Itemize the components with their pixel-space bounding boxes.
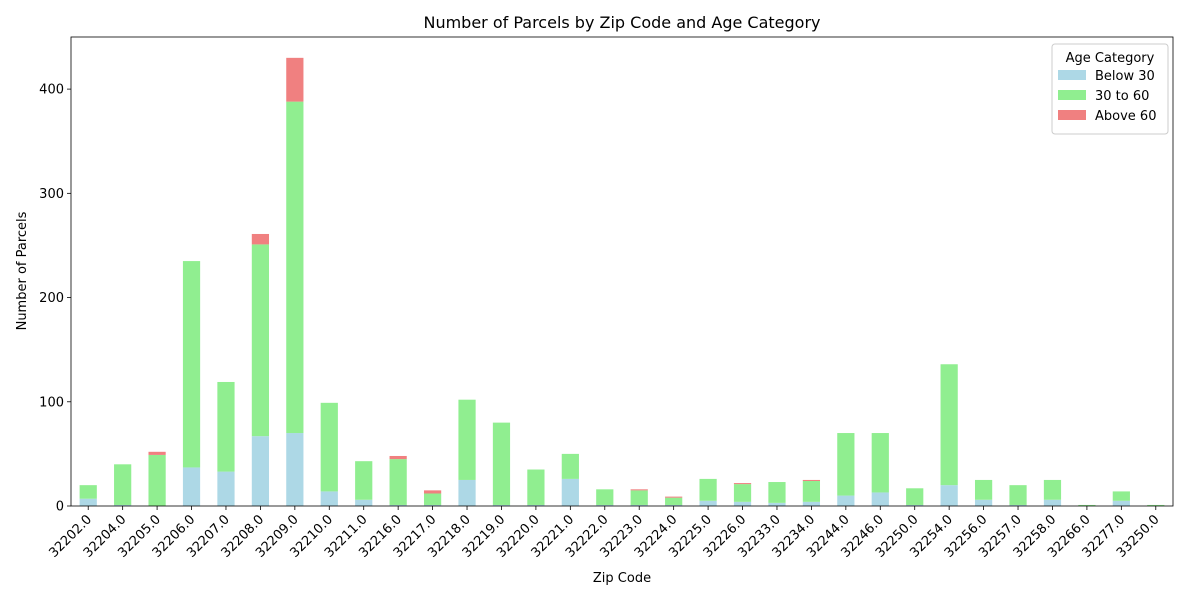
- bar-segment: [733, 484, 752, 502]
- bar-segment: [596, 504, 614, 506]
- y-tick-label: 0: [56, 500, 64, 515]
- chart-title: Number of Parcels by Zip Code and Age Ca…: [423, 13, 820, 32]
- bar-segment: [974, 479, 993, 500]
- legend-title: Age Category: [1066, 51, 1155, 66]
- bar-segment: [79, 485, 97, 499]
- x-axis-label: Zip Code: [593, 571, 651, 586]
- y-axis-label: Number of Parcels: [15, 211, 30, 330]
- bar-segment: [630, 489, 648, 491]
- bar-segment: [182, 261, 201, 468]
- plot-frame: [70, 36, 1174, 507]
- bar-segment: [768, 502, 786, 506]
- y-tick-label: 100: [39, 395, 64, 410]
- bar-segment: [320, 491, 338, 506]
- bar-segment: [871, 433, 889, 493]
- bar-segment: [355, 499, 373, 506]
- bar-segment: [1009, 504, 1027, 506]
- bar-segment: [1009, 485, 1027, 505]
- y-tick-label: 200: [39, 291, 64, 306]
- bar-segment: [389, 455, 407, 460]
- legend-label: Above 60: [1095, 109, 1156, 124]
- bar-segment: [802, 501, 821, 506]
- bar-segment: [733, 501, 752, 506]
- bar-segment: [114, 464, 132, 505]
- bar-segment: [148, 454, 166, 506]
- bars: [79, 57, 1165, 506]
- legend-swatch: [1058, 70, 1086, 80]
- bar-segment: [561, 478, 579, 506]
- bar-segment: [182, 467, 201, 506]
- y-ticks: 0 100 200 300 400: [39, 83, 71, 515]
- bar-segment: [699, 500, 717, 506]
- legend-swatch: [1058, 90, 1086, 100]
- bar-segment: [286, 57, 304, 102]
- bar-segment: [217, 471, 235, 506]
- bar-segment: [768, 482, 786, 503]
- bar-segment: [527, 469, 545, 505]
- bar-segment: [1043, 499, 1062, 506]
- bar-segment: [940, 364, 958, 486]
- bar-segment: [1043, 479, 1062, 500]
- bar-segment: [940, 485, 958, 506]
- bar-segment: [1078, 504, 1096, 506]
- x-ticks: 32202.032204.032205.032206.032207.032208…: [46, 506, 1163, 561]
- bar-segment: [423, 490, 442, 494]
- bar-segment: [458, 479, 476, 506]
- bar-segment: [286, 101, 304, 434]
- bar-segment: [561, 453, 579, 479]
- bar-segment: [1147, 504, 1165, 506]
- bar-segment: [79, 498, 97, 506]
- y-tick-label: 400: [39, 83, 64, 98]
- legend-items: Below 30 30 to 60 Above 60: [1058, 69, 1156, 124]
- bar-segment: [492, 422, 511, 505]
- bar-segment: [458, 399, 476, 480]
- legend-swatch: [1058, 110, 1086, 120]
- bar-segment: [389, 459, 407, 505]
- bar-segment: [802, 480, 821, 502]
- bar-segment: [423, 504, 442, 506]
- bar-segment: [665, 504, 683, 506]
- bar-segment: [596, 489, 614, 505]
- bar-segment: [906, 488, 924, 505]
- bar-segment: [1112, 491, 1130, 501]
- bar-segment: [802, 479, 821, 481]
- y-tick-label: 300: [39, 187, 64, 202]
- bar-segment: [251, 233, 270, 245]
- bar-segment: [492, 504, 511, 506]
- bar-segment: [665, 497, 683, 505]
- legend: Age Category Below 30 30 to 60 Above 60: [1051, 43, 1169, 135]
- bar-segment: [527, 504, 545, 506]
- bar-segment: [699, 478, 717, 501]
- bar-segment: [286, 433, 304, 506]
- bar-segment: [630, 504, 648, 506]
- bar-segment: [974, 499, 993, 506]
- bar-segment: [114, 504, 132, 506]
- bar-segment: [148, 451, 166, 455]
- legend-label: 30 to 60: [1095, 89, 1149, 104]
- bar-segment: [630, 490, 648, 505]
- bar-segment: [217, 381, 235, 472]
- bar-segment: [251, 436, 270, 506]
- bar-segment: [837, 495, 855, 506]
- bar-segment: [423, 493, 442, 505]
- bar-segment: [837, 433, 855, 496]
- bar-segment: [389, 504, 407, 506]
- bar-segment: [906, 504, 924, 506]
- bar-segment: [251, 244, 270, 437]
- bar-segment: [871, 492, 889, 506]
- bar-segment: [320, 402, 338, 492]
- legend-label: Below 30: [1095, 69, 1155, 84]
- bar-segment: [355, 461, 373, 500]
- bar-segment: [1112, 500, 1130, 506]
- bar-segment: [665, 496, 683, 498]
- bar-segment: [733, 483, 752, 485]
